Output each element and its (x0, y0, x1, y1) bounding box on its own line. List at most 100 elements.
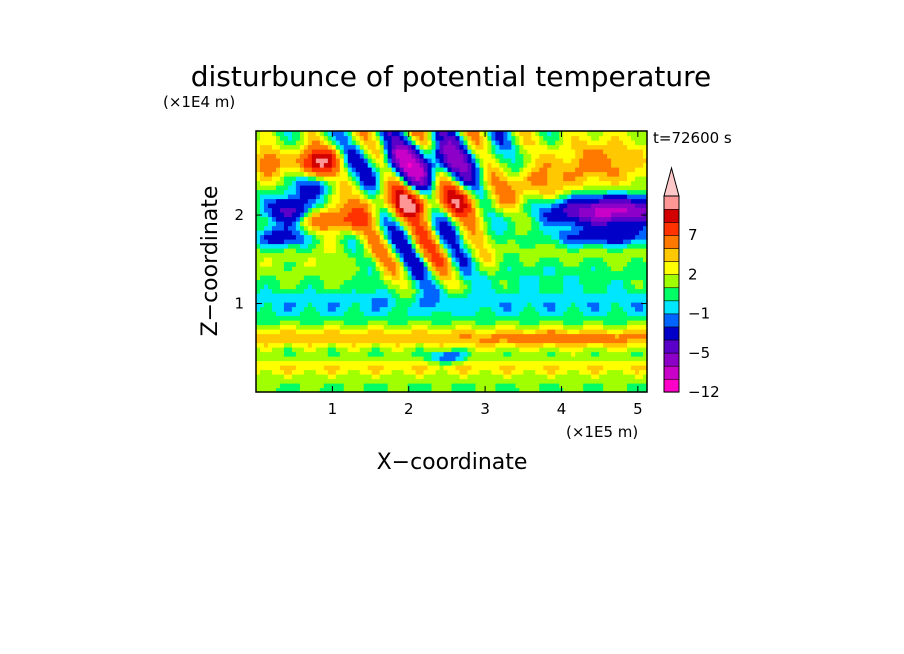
heatmap-cell (295, 284, 301, 290)
heatmap-cell (535, 311, 540, 317)
heatmap-cell (527, 221, 532, 227)
heatmap-cell (367, 266, 373, 272)
heatmap-cell (443, 360, 449, 366)
heatmap-cell (495, 180, 500, 186)
heatmap-cell (331, 243, 337, 249)
heatmap-cell (259, 230, 265, 236)
heatmap-cell (531, 378, 536, 384)
heatmap-cell (383, 243, 389, 249)
heatmap-cell (547, 185, 552, 191)
heatmap-cell (627, 293, 632, 299)
heatmap-cell (475, 266, 481, 272)
heatmap-cell (359, 248, 365, 254)
heatmap-cell (399, 374, 405, 380)
heatmap-cell (575, 329, 580, 335)
heatmap-cell (455, 221, 461, 227)
heatmap-cell (607, 329, 612, 335)
heatmap-cell (595, 365, 600, 371)
heatmap-cell (599, 162, 604, 168)
heatmap-cell (515, 356, 520, 362)
heatmap-cell (579, 270, 584, 276)
heatmap-cell (623, 216, 628, 222)
heatmap-cell (347, 360, 353, 366)
heatmap-cell (283, 297, 289, 303)
heatmap-cell (315, 252, 321, 258)
heatmap-cell (515, 284, 520, 290)
heatmap-cell (287, 275, 293, 281)
heatmap-cell (483, 288, 489, 294)
heatmap-cell (515, 162, 520, 168)
heatmap-cell (427, 374, 433, 380)
heatmap-cell (483, 338, 489, 344)
heatmap-cell (551, 225, 556, 231)
heatmap-cell (599, 311, 604, 317)
heatmap-cell (295, 338, 301, 344)
heatmap-cell (331, 333, 337, 339)
heatmap-cell (367, 315, 373, 321)
heatmap-cell (551, 234, 556, 240)
heatmap-cell (256, 180, 261, 186)
heatmap-cell (595, 288, 600, 294)
heatmap-cell (603, 378, 608, 384)
heatmap-cell (375, 324, 381, 330)
heatmap-cell (447, 315, 453, 321)
heatmap-cell (295, 306, 301, 312)
heatmap-cell (259, 162, 265, 168)
heatmap-cell (435, 176, 441, 182)
heatmap-cell (615, 320, 620, 326)
heatmap-cell (435, 374, 441, 380)
heatmap-cell (299, 329, 305, 335)
heatmap-cell (519, 383, 524, 389)
heatmap-cell (607, 369, 612, 375)
heatmap-cell (455, 315, 461, 321)
heatmap-cell (607, 342, 612, 348)
heatmap-cell (471, 248, 477, 254)
heatmap-cell (303, 311, 309, 317)
heatmap-cell (511, 297, 516, 303)
heatmap-cell (599, 288, 604, 294)
heatmap-cell (295, 230, 301, 236)
heatmap-cell (507, 275, 512, 281)
heatmap-cell (283, 360, 289, 366)
heatmap-cell (559, 266, 564, 272)
heatmap-cell (535, 324, 540, 330)
heatmap-cell (639, 347, 644, 353)
heatmap-cell (347, 369, 353, 375)
heatmap-cell (511, 221, 516, 227)
heatmap-cell (519, 320, 524, 326)
heatmap-cell (599, 270, 604, 276)
heatmap-cell (463, 239, 469, 245)
heatmap-cell (491, 261, 496, 267)
heatmap-cell (527, 306, 532, 312)
heatmap-cell (571, 275, 576, 281)
heatmap-cell (603, 189, 608, 195)
heatmap-cell (347, 356, 353, 362)
heatmap-cell (343, 360, 349, 366)
heatmap-cell (407, 351, 413, 357)
heatmap-cell (467, 378, 473, 384)
heatmap-cell (435, 230, 441, 236)
heatmap-cell (491, 279, 496, 285)
heatmap-cell (471, 180, 477, 186)
heatmap-cell (323, 324, 329, 330)
heatmap-cell (503, 252, 508, 258)
heatmap-cell (615, 333, 620, 339)
heatmap-cell (535, 198, 540, 204)
heatmap-cell (351, 252, 357, 258)
heatmap-cell (583, 225, 588, 231)
heatmap-cell (615, 203, 620, 209)
heatmap-cell (331, 230, 337, 236)
heatmap-cell (523, 365, 528, 371)
heatmap-cell (459, 198, 465, 204)
heatmap-cell (315, 329, 321, 335)
heatmap-cell (571, 203, 576, 209)
heatmap-cell (571, 252, 576, 258)
heatmap-cell (635, 311, 640, 317)
heatmap-cell (631, 347, 636, 353)
heatmap-cell (503, 320, 508, 326)
heatmap-cell (627, 185, 632, 191)
heatmap-cell (451, 261, 457, 267)
heatmap-cell (479, 293, 485, 299)
heatmap-cell (427, 167, 433, 173)
heatmap-cell (635, 387, 640, 393)
